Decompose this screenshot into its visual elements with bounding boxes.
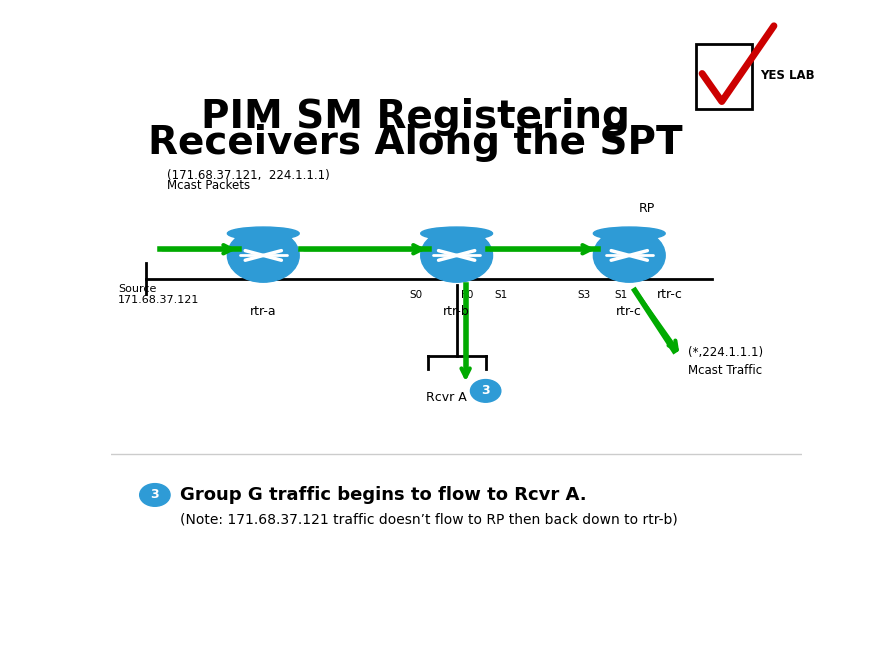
Text: Receivers Along the SPT: Receivers Along the SPT <box>148 124 683 162</box>
Text: (*,224.1.1.1): (*,224.1.1.1) <box>688 346 763 359</box>
Text: Group G traffic begins to flow to Rcvr A.: Group G traffic begins to flow to Rcvr A… <box>181 486 587 504</box>
Circle shape <box>227 229 299 282</box>
Text: Mcast Packets: Mcast Packets <box>167 179 249 193</box>
Text: rtr-c: rtr-c <box>617 304 642 318</box>
Circle shape <box>593 229 666 282</box>
Circle shape <box>421 229 493 282</box>
Text: rtr-a: rtr-a <box>250 304 276 318</box>
Text: (171.68.37.121,  224.1.1.1): (171.68.37.121, 224.1.1.1) <box>167 169 330 182</box>
Text: 3: 3 <box>151 488 159 502</box>
Text: rtr-b: rtr-b <box>443 304 470 318</box>
Text: S0: S0 <box>410 290 423 300</box>
Text: Source
171.68.37.121: Source 171.68.37.121 <box>119 284 200 305</box>
FancyBboxPatch shape <box>697 44 752 109</box>
Ellipse shape <box>593 227 666 240</box>
Text: S1: S1 <box>495 290 508 300</box>
Circle shape <box>470 379 501 402</box>
Text: Rcvr A: Rcvr A <box>426 391 467 404</box>
Text: YES LAB: YES LAB <box>760 69 814 82</box>
Text: 3: 3 <box>481 385 490 397</box>
Ellipse shape <box>227 227 299 240</box>
Text: F0: F0 <box>461 290 473 300</box>
Ellipse shape <box>421 227 493 240</box>
Text: (Note: 171.68.37.121 traffic doesn’t flow to RP then back down to rtr-b): (Note: 171.68.37.121 traffic doesn’t flo… <box>181 512 678 527</box>
Text: S1: S1 <box>614 290 627 300</box>
Circle shape <box>140 484 170 506</box>
Text: RP: RP <box>639 201 655 215</box>
Text: rtr-c: rtr-c <box>657 288 683 300</box>
Text: PIM SM Registering: PIM SM Registering <box>200 98 630 136</box>
Text: S3: S3 <box>577 290 591 300</box>
Text: Mcast Traffic: Mcast Traffic <box>688 364 762 377</box>
